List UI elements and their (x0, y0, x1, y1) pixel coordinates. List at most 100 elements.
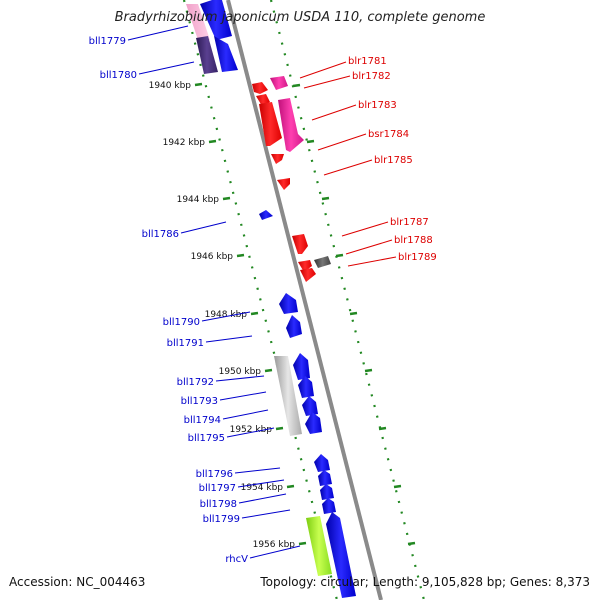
gene-shape-blr1781[interactable] (252, 82, 268, 94)
gene-label-bll1796[interactable]: bll1796 (196, 469, 233, 480)
label-leader-line (299, 61, 347, 79)
gene-label-blr1787[interactable]: blr1787 (390, 217, 429, 228)
forward-track-tick (306, 139, 315, 144)
gene-label-bsr1784[interactable]: bsr1784 (368, 129, 409, 140)
forward-track-tick (407, 541, 416, 546)
gene-label-bll1790[interactable]: bll1790 (163, 317, 200, 328)
ruler-tick (264, 368, 273, 373)
forward-track-tick (364, 368, 373, 373)
label-leader-line (127, 25, 189, 41)
label-leader-line (219, 391, 267, 401)
gene-shape-rhcV[interactable] (326, 512, 356, 598)
gene-shape-bll1796[interactable] (314, 454, 330, 472)
label-leader-line (215, 375, 265, 382)
gene-shape-bsr1784[interactable] (259, 102, 282, 146)
label-leader-line (303, 75, 351, 89)
ruler-tick (194, 82, 203, 87)
reverse-gene-shapes (186, 0, 356, 598)
forward-gene-shapes (252, 76, 331, 282)
gene-label-blr1788[interactable]: blr1788 (394, 235, 433, 246)
ruler-label: 1940 kbp (149, 81, 192, 91)
ruler-tick (298, 541, 307, 546)
label-leader-line (237, 479, 285, 488)
genome-backbone (226, 0, 383, 600)
gene-shape-bll1794[interactable] (302, 396, 318, 416)
reverse-track-line (182, 0, 339, 600)
gene-label-blr1785[interactable]: blr1785 (374, 155, 413, 166)
gene-shape-bll1786[interactable] (259, 210, 273, 220)
gene-shape-blr1782[interactable] (270, 76, 288, 90)
gene-label-blr1782[interactable]: blr1782 (352, 71, 391, 82)
forward-track-tick (335, 253, 344, 258)
forward-track-tick (378, 426, 387, 431)
ruler-label: 1948 kbp (205, 310, 248, 320)
gene-label-bll1779[interactable]: bll1779 (89, 36, 126, 47)
forward-track-tick (393, 484, 402, 489)
gene-shape-bll1779-b[interactable] (200, 0, 232, 40)
gene-shape-blr1788b[interactable] (300, 268, 316, 282)
gene-shape-bll1791[interactable] (286, 315, 302, 338)
gene-label-bll1786[interactable]: bll1786 (142, 229, 179, 240)
gene-label-bll1792[interactable]: bll1792 (177, 377, 214, 388)
gene-shape-blr1785b[interactable] (277, 178, 290, 190)
gene-shape-blr1787[interactable] (292, 234, 308, 254)
label-leader-line (180, 221, 227, 234)
gene-label-bll1780[interactable]: bll1780 (100, 70, 137, 81)
ruler-label: 1942 kbp (163, 138, 206, 148)
label-leader-line (205, 335, 253, 343)
accession-text: Accession: NC_004463 (9, 575, 146, 589)
genome-summary-text: Topology: circular; Length: 9,105,828 bp… (260, 575, 590, 589)
label-leader-line (249, 545, 301, 559)
gene-label-bll1799[interactable]: bll1799 (203, 514, 240, 525)
forward-track-line (269, 0, 426, 600)
gene-shape-bll1799[interactable] (322, 498, 336, 514)
gene-shape-bll1793[interactable] (298, 376, 314, 398)
label-leader-line (222, 409, 269, 420)
label-leader-line (341, 221, 389, 237)
label-leader-line (201, 311, 251, 322)
gene-label-bll1793[interactable]: bll1793 (181, 396, 218, 407)
gene-shape-blr1783[interactable] (278, 98, 304, 152)
gene-label-blr1783[interactable]: blr1783 (358, 100, 397, 111)
gene-labels: blr1781 blr1782 blr1783 bsr1784 blr1785 blr17… (89, 25, 437, 565)
gene-shape-blr1788[interactable] (298, 260, 312, 272)
forward-track-tick (321, 196, 330, 201)
gene-label-bll1795[interactable]: bll1795 (188, 433, 225, 444)
label-leader-line (241, 509, 291, 519)
gene-shape-green[interactable] (306, 516, 332, 576)
gene-shape-bll1792[interactable] (293, 353, 310, 380)
ruler-tick (236, 253, 245, 258)
label-leader-line (323, 159, 373, 176)
gene-shape-gray-block[interactable] (274, 356, 302, 436)
gene-shape-bll1790[interactable] (279, 293, 298, 314)
gene-shape-bll1797[interactable] (318, 470, 332, 486)
ruler-label: 1952 kbp (230, 425, 273, 435)
gene-shape-bll1780-b[interactable] (214, 36, 238, 72)
ruler-tick (250, 311, 259, 316)
ruler-tick (222, 196, 231, 201)
gene-shape-bll1798[interactable] (320, 484, 334, 500)
label-leader-line (317, 133, 367, 151)
label-leader-line (238, 493, 287, 504)
ruler-tick (275, 426, 284, 431)
gene-label-bll1798[interactable]: bll1798 (200, 499, 237, 510)
gene-shape-blr1789[interactable] (314, 256, 331, 268)
ruler-tick (208, 139, 217, 144)
gene-label-bll1791[interactable]: bll1791 (167, 338, 204, 349)
gene-label-rhcV[interactable]: rhcV (225, 554, 248, 565)
gene-shape-bll1779-a[interactable] (186, 4, 210, 40)
ruler-label: 1944 kbp (177, 195, 220, 205)
gene-label-blr1789[interactable]: blr1789 (398, 252, 437, 263)
gene-label-bll1794[interactable]: bll1794 (184, 415, 221, 426)
label-leader-line (345, 239, 393, 255)
gene-label-blr1781[interactable]: blr1781 (348, 56, 387, 67)
label-leader-line (311, 104, 357, 121)
ruler-label: 1950 kbp (219, 367, 262, 377)
gene-shape-bll1795[interactable] (305, 412, 322, 434)
gene-label-bll1797[interactable]: bll1797 (199, 483, 236, 494)
forward-track-tick (292, 83, 301, 88)
gene-shape-bll1780-a[interactable] (196, 36, 218, 74)
ruler-label: 1956 kbp (253, 540, 296, 550)
gene-shape-blr1785[interactable] (271, 154, 284, 164)
